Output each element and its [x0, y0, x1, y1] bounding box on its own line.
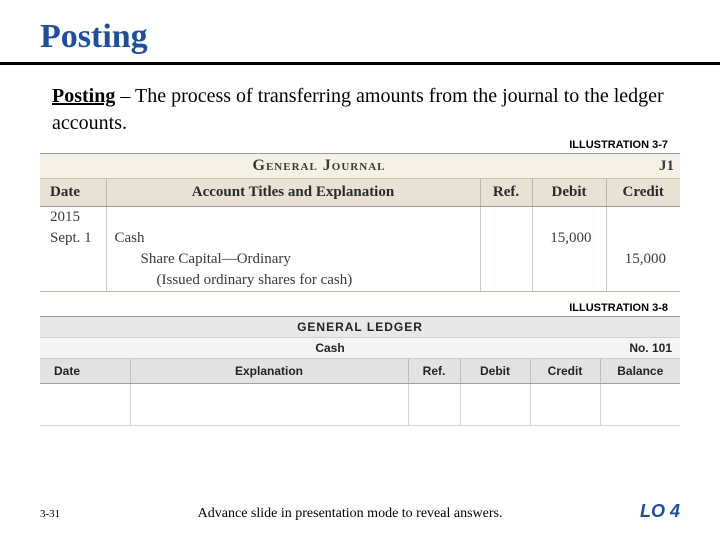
- ledger-col-balance: Balance: [600, 359, 680, 384]
- definition-term: Posting: [52, 85, 115, 107]
- ledger-account-row: Cash No. 101: [40, 338, 680, 359]
- ledger-account-no: No. 101: [600, 338, 680, 359]
- ledger-col-ref: Ref.: [408, 359, 460, 384]
- ledger-header-row: Date Explanation Ref. Debit Credit Balan…: [40, 359, 680, 384]
- journal-heading: General Journal: [106, 154, 532, 179]
- journal-row: (Issued ordinary shares for cash): [40, 270, 680, 292]
- journal-header-row: Date Account Titles and Explanation Ref.…: [40, 179, 680, 207]
- journal-date: Sept. 1: [40, 228, 106, 249]
- slide: Posting Posting – The process of transfe…: [0, 0, 720, 426]
- slide-footer: 3-31 Advance slide in presentation mode …: [0, 501, 720, 522]
- slide-title: Posting: [40, 18, 680, 56]
- journal-col-date: Date: [40, 179, 106, 207]
- general-ledger-table: GENERAL LEDGER Cash No. 101 Date Explana…: [40, 316, 680, 426]
- journal-col-credit: Credit: [606, 179, 680, 207]
- illustration-label-2: ILLUSTRATION 3-8: [40, 302, 668, 314]
- general-journal-table: General Journal J1 Date Account Titles a…: [40, 153, 680, 292]
- ledger-col-debit: Debit: [460, 359, 530, 384]
- slide-number: 3-31: [40, 508, 60, 520]
- journal-col-debit: Debit: [532, 179, 606, 207]
- ledger-empty-row: [40, 384, 680, 426]
- journal-row: Sept. 1 Cash 15,000: [40, 228, 680, 249]
- ledger-account-name: Cash: [130, 338, 530, 359]
- title-rule: [0, 62, 720, 65]
- journal-row: Share Capital—Ordinary 15,000: [40, 249, 680, 270]
- ledger-col-credit: Credit: [530, 359, 600, 384]
- ledger-titlebar: GENERAL LEDGER: [40, 317, 680, 338]
- journal-titlebar: General Journal J1: [40, 154, 680, 179]
- definition-paragraph: Posting – The process of transferring am…: [52, 83, 668, 137]
- journal-line1: Cash: [106, 228, 480, 249]
- journal-col-ref: Ref.: [480, 179, 532, 207]
- journal-year: 2015: [40, 207, 106, 229]
- journal-credit: 15,000: [606, 249, 680, 270]
- ledger-heading: GENERAL LEDGER: [40, 317, 680, 338]
- journal-col-title: Account Titles and Explanation: [106, 179, 480, 207]
- journal-line3: (Issued ordinary shares for cash): [106, 270, 480, 292]
- journal-line2: Share Capital—Ordinary: [106, 249, 480, 270]
- journal-body: 2015 Sept. 1 Cash 15,000 Share Capital—O…: [40, 207, 680, 292]
- illustration-label-1: ILLUSTRATION 3-7: [40, 139, 668, 151]
- learning-objective: LO 4: [640, 501, 680, 522]
- journal-debit: 15,000: [532, 228, 606, 249]
- journal-page-ref: J1: [606, 154, 680, 179]
- ledger-col-date: Date: [40, 359, 130, 384]
- advance-hint: Advance slide in presentation mode to re…: [60, 506, 640, 522]
- definition-text: – The process of transferring amounts fr…: [52, 85, 664, 134]
- ledger-col-expl: Explanation: [130, 359, 408, 384]
- journal-row: 2015: [40, 207, 680, 229]
